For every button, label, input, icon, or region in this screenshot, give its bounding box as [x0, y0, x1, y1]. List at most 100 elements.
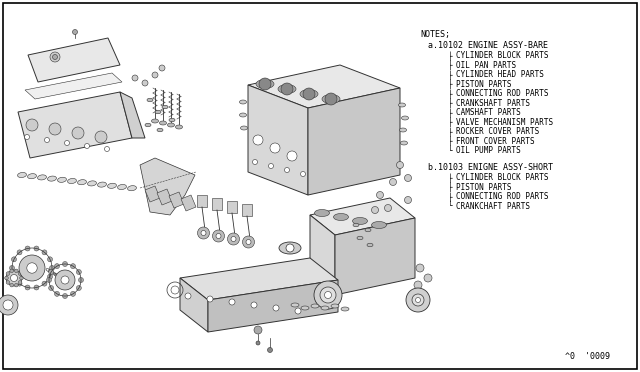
Circle shape: [325, 93, 337, 105]
Circle shape: [34, 285, 39, 290]
Circle shape: [227, 233, 239, 245]
Circle shape: [412, 294, 424, 306]
Ellipse shape: [401, 141, 408, 145]
Polygon shape: [120, 92, 145, 138]
Text: PISTON PARTS: PISTON PARTS: [456, 183, 511, 192]
Ellipse shape: [239, 113, 246, 117]
Circle shape: [201, 231, 206, 235]
Text: VALVE MECHANISM PARTS: VALVE MECHANISM PARTS: [456, 118, 553, 126]
Circle shape: [49, 269, 54, 275]
Circle shape: [371, 206, 378, 214]
Text: ├: ├: [448, 51, 452, 61]
Ellipse shape: [97, 182, 106, 187]
Polygon shape: [242, 204, 252, 216]
Text: CRANKCHAFT PARTS: CRANKCHAFT PARTS: [456, 202, 530, 211]
Circle shape: [104, 147, 109, 151]
Circle shape: [6, 280, 10, 284]
Polygon shape: [310, 215, 335, 295]
Ellipse shape: [357, 236, 363, 240]
Circle shape: [47, 257, 52, 262]
Circle shape: [152, 72, 158, 78]
Circle shape: [416, 264, 424, 272]
Ellipse shape: [399, 128, 406, 132]
Ellipse shape: [300, 90, 318, 99]
Circle shape: [415, 298, 420, 302]
Circle shape: [10, 283, 13, 287]
Ellipse shape: [239, 100, 246, 104]
Ellipse shape: [77, 180, 86, 185]
Text: CAMSHAFT PARTS: CAMSHAFT PARTS: [456, 108, 521, 117]
Circle shape: [49, 266, 54, 270]
Circle shape: [54, 291, 60, 296]
Circle shape: [390, 179, 397, 186]
Circle shape: [15, 269, 18, 273]
Circle shape: [281, 83, 293, 95]
Text: ├: ├: [448, 99, 452, 108]
Polygon shape: [227, 201, 237, 213]
Text: CYLINDER BLOCK PARTS: CYLINDER BLOCK PARTS: [456, 173, 548, 182]
Circle shape: [404, 196, 412, 203]
Circle shape: [24, 135, 29, 140]
Circle shape: [10, 266, 15, 270]
Circle shape: [259, 78, 271, 90]
Polygon shape: [157, 189, 172, 205]
Ellipse shape: [291, 303, 299, 307]
Polygon shape: [25, 73, 122, 99]
Circle shape: [254, 326, 262, 334]
Ellipse shape: [314, 209, 330, 217]
Circle shape: [19, 272, 22, 275]
Circle shape: [84, 144, 90, 148]
Circle shape: [70, 264, 76, 269]
Polygon shape: [310, 198, 415, 235]
Circle shape: [424, 274, 432, 282]
Ellipse shape: [321, 306, 329, 310]
Circle shape: [171, 286, 179, 294]
Circle shape: [76, 269, 81, 275]
Text: └: └: [448, 146, 452, 155]
Circle shape: [45, 138, 49, 142]
Text: ├: ├: [448, 127, 452, 137]
Circle shape: [287, 151, 297, 161]
Circle shape: [404, 174, 412, 182]
Circle shape: [185, 293, 191, 299]
Circle shape: [61, 276, 69, 284]
Text: ├: ├: [448, 173, 452, 183]
Circle shape: [72, 29, 77, 35]
Circle shape: [324, 292, 332, 298]
Circle shape: [6, 272, 10, 275]
Circle shape: [286, 244, 294, 252]
Circle shape: [10, 269, 13, 273]
Circle shape: [19, 280, 22, 284]
Circle shape: [65, 141, 70, 145]
Ellipse shape: [118, 185, 127, 190]
Text: ├: ├: [448, 80, 452, 89]
Text: ├: ├: [448, 192, 452, 202]
Circle shape: [42, 250, 47, 255]
Ellipse shape: [241, 126, 248, 130]
Circle shape: [76, 285, 81, 291]
Text: ├: ├: [448, 183, 452, 192]
Circle shape: [52, 55, 58, 60]
Ellipse shape: [279, 242, 301, 254]
Ellipse shape: [278, 84, 296, 93]
Ellipse shape: [108, 183, 116, 188]
Ellipse shape: [152, 119, 159, 123]
Polygon shape: [181, 195, 196, 211]
Circle shape: [397, 161, 403, 169]
Ellipse shape: [322, 94, 340, 103]
Ellipse shape: [155, 110, 161, 114]
Circle shape: [25, 285, 30, 290]
Polygon shape: [197, 195, 207, 207]
Circle shape: [10, 275, 17, 282]
Circle shape: [246, 240, 251, 244]
Circle shape: [47, 278, 51, 282]
Circle shape: [301, 171, 305, 176]
Text: NOTES;: NOTES;: [420, 30, 450, 39]
Ellipse shape: [311, 304, 319, 308]
Circle shape: [159, 65, 165, 71]
Ellipse shape: [399, 103, 406, 107]
Circle shape: [72, 127, 84, 139]
Ellipse shape: [367, 243, 373, 247]
Text: PISTON PARTS: PISTON PARTS: [456, 80, 511, 89]
Ellipse shape: [331, 304, 339, 308]
